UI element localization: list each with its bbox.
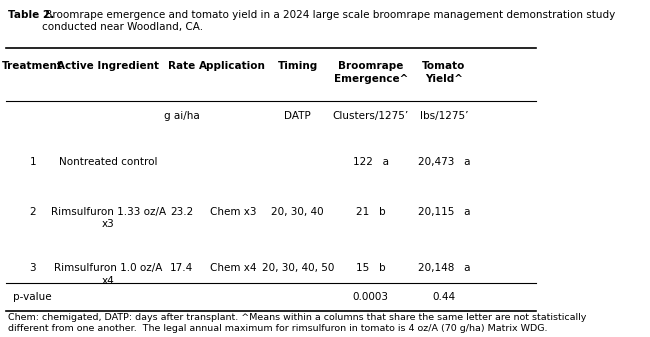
Text: DATP: DATP [285, 111, 311, 121]
Text: Table 2.: Table 2. [8, 10, 55, 20]
Text: Active Ingredient: Active Ingredient [57, 61, 159, 71]
Text: g ai/ha: g ai/ha [164, 111, 200, 121]
Text: Nontreated control: Nontreated control [59, 157, 158, 167]
Text: 20, 30, 40, 50: 20, 30, 40, 50 [261, 263, 334, 273]
Text: Clusters/1275’: Clusters/1275’ [333, 111, 409, 121]
Text: Treatment: Treatment [2, 61, 63, 71]
Text: 122   a: 122 a [353, 157, 389, 167]
Text: 20,115   a: 20,115 a [417, 207, 470, 217]
Text: 20,148   a: 20,148 a [417, 263, 470, 273]
Text: Rimsulfuron 1.0 oz/A
x4: Rimsulfuron 1.0 oz/A x4 [54, 263, 162, 286]
Text: lbs/1275’: lbs/1275’ [420, 111, 468, 121]
Text: Rimsulfuron 1.33 oz/A
x3: Rimsulfuron 1.33 oz/A x3 [51, 207, 166, 229]
Text: Tomato
Yield^: Tomato Yield^ [422, 61, 465, 84]
Text: 21   b: 21 b [356, 207, 385, 217]
Text: 17.4: 17.4 [170, 263, 193, 273]
Text: Broomrape
Emergence^: Broomrape Emergence^ [333, 61, 408, 84]
Text: 2: 2 [29, 207, 36, 217]
Text: Timing: Timing [278, 61, 318, 71]
Text: Chem x4: Chem x4 [209, 263, 256, 273]
Text: 15   b: 15 b [356, 263, 385, 273]
Text: 20, 30, 40: 20, 30, 40 [272, 207, 324, 217]
Text: 1: 1 [29, 157, 36, 167]
Text: Chem x3: Chem x3 [209, 207, 256, 217]
Text: Broomrape emergence and tomato yield in a 2024 large scale broomrape management : Broomrape emergence and tomato yield in … [42, 10, 616, 32]
Text: Application: Application [200, 61, 266, 71]
Text: 23.2: 23.2 [170, 207, 193, 217]
Text: Rate: Rate [168, 61, 195, 71]
Text: 0.0003: 0.0003 [353, 292, 389, 302]
Text: 0.44: 0.44 [432, 292, 456, 302]
Text: 20,473   a: 20,473 a [417, 157, 470, 167]
Text: p-value: p-value [14, 292, 52, 302]
Text: Chem: chemigated, DATP: days after transplant. ^Means within a columns that shar: Chem: chemigated, DATP: days after trans… [8, 313, 587, 333]
Text: 3: 3 [29, 263, 36, 273]
